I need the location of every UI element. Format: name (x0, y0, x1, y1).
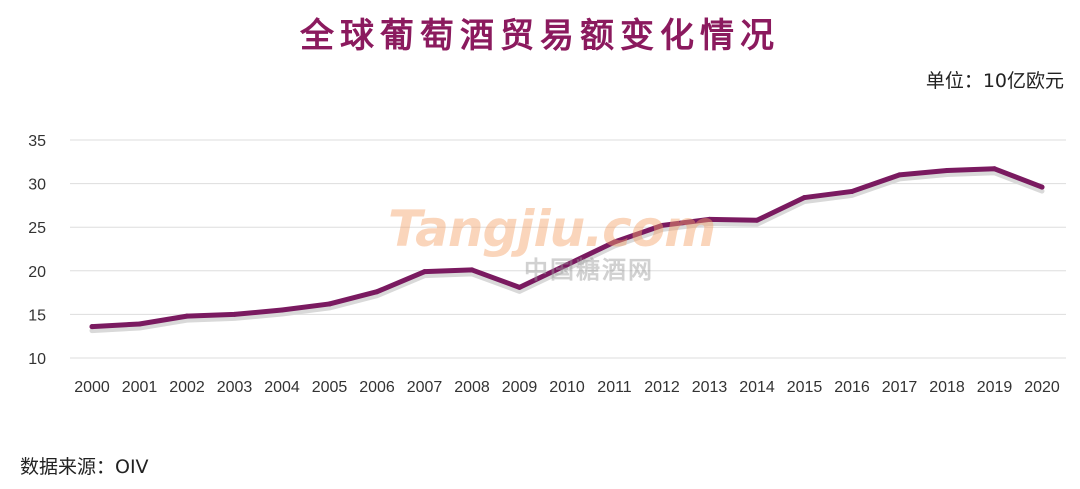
data-point (707, 216, 712, 222)
x-tick-label: 2010 (549, 379, 585, 396)
y-axis-ticks: 10 15 20 25 30 35 (28, 133, 46, 368)
data-point (992, 166, 997, 172)
y-tick-label: 35 (28, 133, 46, 150)
series-line-shadow (89, 170, 1045, 334)
data-point (564, 262, 570, 268)
y-tick-label: 30 (28, 177, 46, 194)
data-point (422, 269, 427, 275)
data-point (279, 307, 285, 313)
data-point (137, 321, 142, 327)
y-tick-label: 20 (28, 264, 46, 281)
x-tick-label: 2005 (312, 379, 348, 396)
y-tick-label: 10 (28, 351, 46, 368)
data-point (897, 172, 902, 178)
data-point (802, 195, 807, 201)
x-tick-label: 2009 (502, 379, 538, 396)
data-point (184, 313, 190, 319)
x-tick-label: 2015 (787, 379, 823, 396)
x-tick-label: 2004 (264, 379, 300, 396)
x-tick-label: 2013 (692, 379, 728, 396)
x-tick-label: 2008 (454, 379, 490, 396)
x-tick-label: 2016 (834, 379, 870, 396)
data-point (1039, 184, 1045, 190)
x-tick-label: 2020 (1024, 379, 1060, 396)
unit-label: 单位：10亿欧元 (925, 70, 1064, 92)
data-point (612, 239, 617, 245)
chart-title: 全球葡萄酒贸易额变化情况 (300, 16, 780, 56)
data-point (517, 284, 522, 290)
y-tick-label: 25 (28, 220, 46, 237)
x-tick-label: 2006 (359, 379, 395, 396)
y-tick-label: 15 (28, 307, 46, 324)
x-axis-ticks: 2000 2001 2002 2003 2004 2005 2006 2007 2008 2009… (74, 379, 1060, 396)
data-points (89, 166, 1045, 330)
grid-lines (70, 139, 1066, 359)
data-point (659, 222, 665, 228)
x-tick-label: 2003 (217, 379, 253, 396)
series-line (89, 166, 1045, 330)
data-point (754, 217, 760, 223)
x-tick-label: 2014 (739, 379, 775, 396)
data-point (89, 324, 95, 330)
data-point (849, 188, 855, 194)
data-point (232, 311, 237, 317)
data-point (944, 168, 950, 174)
x-tick-label: 2001 (122, 379, 158, 396)
series-lines (89, 166, 1045, 334)
x-tick-label: 2017 (882, 379, 918, 396)
data-point (469, 267, 475, 273)
x-tick-label: 2000 (74, 379, 110, 396)
x-tick-label: 2007 (407, 379, 443, 396)
x-tick-label: 2011 (597, 379, 632, 396)
x-tick-label: 2019 (977, 379, 1013, 396)
data-point (327, 301, 332, 307)
data-point (374, 289, 380, 295)
x-tick-label: 2002 (169, 379, 205, 396)
source-label: 数据来源：OIV (20, 456, 149, 478)
x-tick-label: 2012 (644, 379, 680, 396)
x-tick-label: 2018 (929, 379, 965, 396)
